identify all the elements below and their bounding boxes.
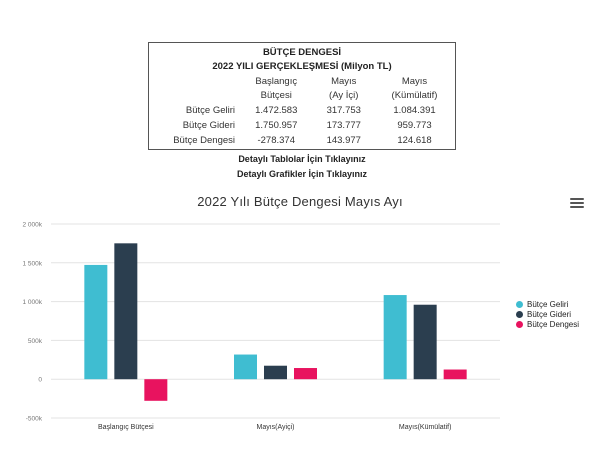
bar-3-1[interactable] bbox=[144, 379, 168, 401]
label-layer: 2 000k 1 500k 1 000k 500k 0 -500k Başlangıç Bü… bbox=[22, 222, 451, 432]
y-tick-label: -500k bbox=[26, 416, 43, 423]
summary-cell: 959.773 bbox=[397, 120, 432, 131]
bar-2-1[interactable] bbox=[114, 243, 138, 380]
bar-2-3[interactable] bbox=[413, 304, 437, 380]
x-category-label: Başlangıç Bütçesi bbox=[98, 424, 154, 431]
summary-cell: 124.618 bbox=[397, 135, 432, 146]
summary-header-row: Bütçesi (Ay İçi) (Kümülatif) bbox=[149, 89, 455, 103]
hamburger-menu-icon[interactable] bbox=[570, 198, 584, 210]
bar-2-2[interactable] bbox=[264, 365, 287, 380]
legend-item-butce-gideri[interactable]: Bütçe Gideri bbox=[516, 309, 579, 319]
bar-layer bbox=[84, 243, 467, 401]
summary-cell: 1.750.957 bbox=[255, 120, 298, 131]
bar-3-3[interactable] bbox=[443, 369, 467, 380]
menu-line bbox=[570, 206, 584, 208]
summary-row: Bütçe Gideri 1.750.957 173.777 959.773 bbox=[149, 118, 455, 133]
summary-row-label: Bütçe Geliri bbox=[185, 105, 235, 116]
y-tick-label: 500k bbox=[28, 338, 43, 345]
summary-title: BÜTÇE DENGESİ bbox=[262, 47, 342, 58]
legend-marker-icon bbox=[516, 320, 523, 328]
summary-header-cell: Mayıs bbox=[331, 76, 357, 87]
legend-label: Bütçe Gideri bbox=[527, 309, 572, 319]
menu-line bbox=[570, 202, 584, 204]
legend-item-butce-geliri[interactable]: Bütçe Geliri bbox=[516, 299, 579, 309]
legend-marker-icon bbox=[516, 300, 523, 308]
budget-summary-box: BÜTÇE DENGESİ 2022 YILI GERÇEKLEŞMESİ (M… bbox=[148, 42, 456, 150]
summary-cell: -278.374 bbox=[257, 135, 295, 146]
summary-header-cell: Mayıs bbox=[401, 76, 428, 87]
summary-row-label: Bütçe Gideri bbox=[182, 120, 235, 131]
menu-line bbox=[570, 198, 584, 200]
y-tick-label: 2 000k bbox=[22, 222, 42, 229]
summary-row: Bütçe Dengesi -278.374 143.977 124.618 bbox=[149, 133, 455, 148]
summary-cell: 173.777 bbox=[326, 120, 361, 131]
legend-label: Bütçe Geliri bbox=[527, 299, 569, 309]
summary-table: Başlangıç Mayıs Mayıs Bütçesi (Ay İçi) (… bbox=[149, 75, 455, 148]
y-tick-label: 1 500k bbox=[22, 260, 42, 267]
detailed-tables-link[interactable]: Detaylı Tablolar İçin Tıklayınız bbox=[238, 154, 366, 164]
detail-links: Detaylı Tablolar İçin Tıklayınız Detaylı… bbox=[148, 152, 456, 182]
chart-legend: Bütçe Geliri Bütçe Gideri Bütçe Dengesi bbox=[516, 299, 579, 329]
summary-cell: 143.977 bbox=[326, 135, 361, 146]
summary-cell: 1.472.583 bbox=[255, 105, 298, 116]
summary-header-cell: Başlangıç bbox=[255, 76, 298, 87]
chart-title: 2022 Yılı Bütçe Dengesi Mayıs Ayı bbox=[197, 194, 403, 209]
x-category-label: Mayıs(Ayiçi) bbox=[257, 424, 295, 431]
bar-1-2[interactable] bbox=[234, 354, 257, 380]
summary-header-row: Başlangıç Mayıs Mayıs bbox=[149, 75, 455, 89]
summary-header-cell: (Ay İçi) bbox=[329, 90, 359, 101]
x-category-label: Mayıs(Kümülatif) bbox=[399, 424, 452, 431]
legend-label: Bütçe Dengesi bbox=[527, 319, 580, 329]
bar-1-1[interactable] bbox=[84, 264, 108, 380]
summary-cell: 317.753 bbox=[326, 105, 361, 116]
summary-subtitle: 2022 YILI GERÇEKLEŞMESİ (Milyon TL) bbox=[212, 61, 392, 72]
summary-row-label: Bütçe Dengesi bbox=[173, 135, 235, 146]
bar-3-2[interactable] bbox=[294, 368, 317, 380]
summary-header-cell: Bütçesi bbox=[260, 90, 292, 101]
legend-marker-icon bbox=[516, 310, 523, 318]
y-tick-label: 1 000k bbox=[22, 299, 42, 306]
summary-header-cell: (Kümülatif) bbox=[391, 90, 438, 101]
legend-item-butce-dengesi[interactable]: Bütçe Dengesi bbox=[516, 319, 579, 329]
summary-cell: 1.084.391 bbox=[393, 105, 436, 116]
y-tick-label: 0 bbox=[38, 377, 42, 384]
detailed-charts-link[interactable]: Detaylı Grafikler İçin Tıklayınız bbox=[236, 169, 368, 179]
bar-1-3[interactable] bbox=[383, 295, 407, 380]
summary-row: Bütçe Geliri 1.472.583 317.753 1.084.391 bbox=[149, 103, 455, 118]
